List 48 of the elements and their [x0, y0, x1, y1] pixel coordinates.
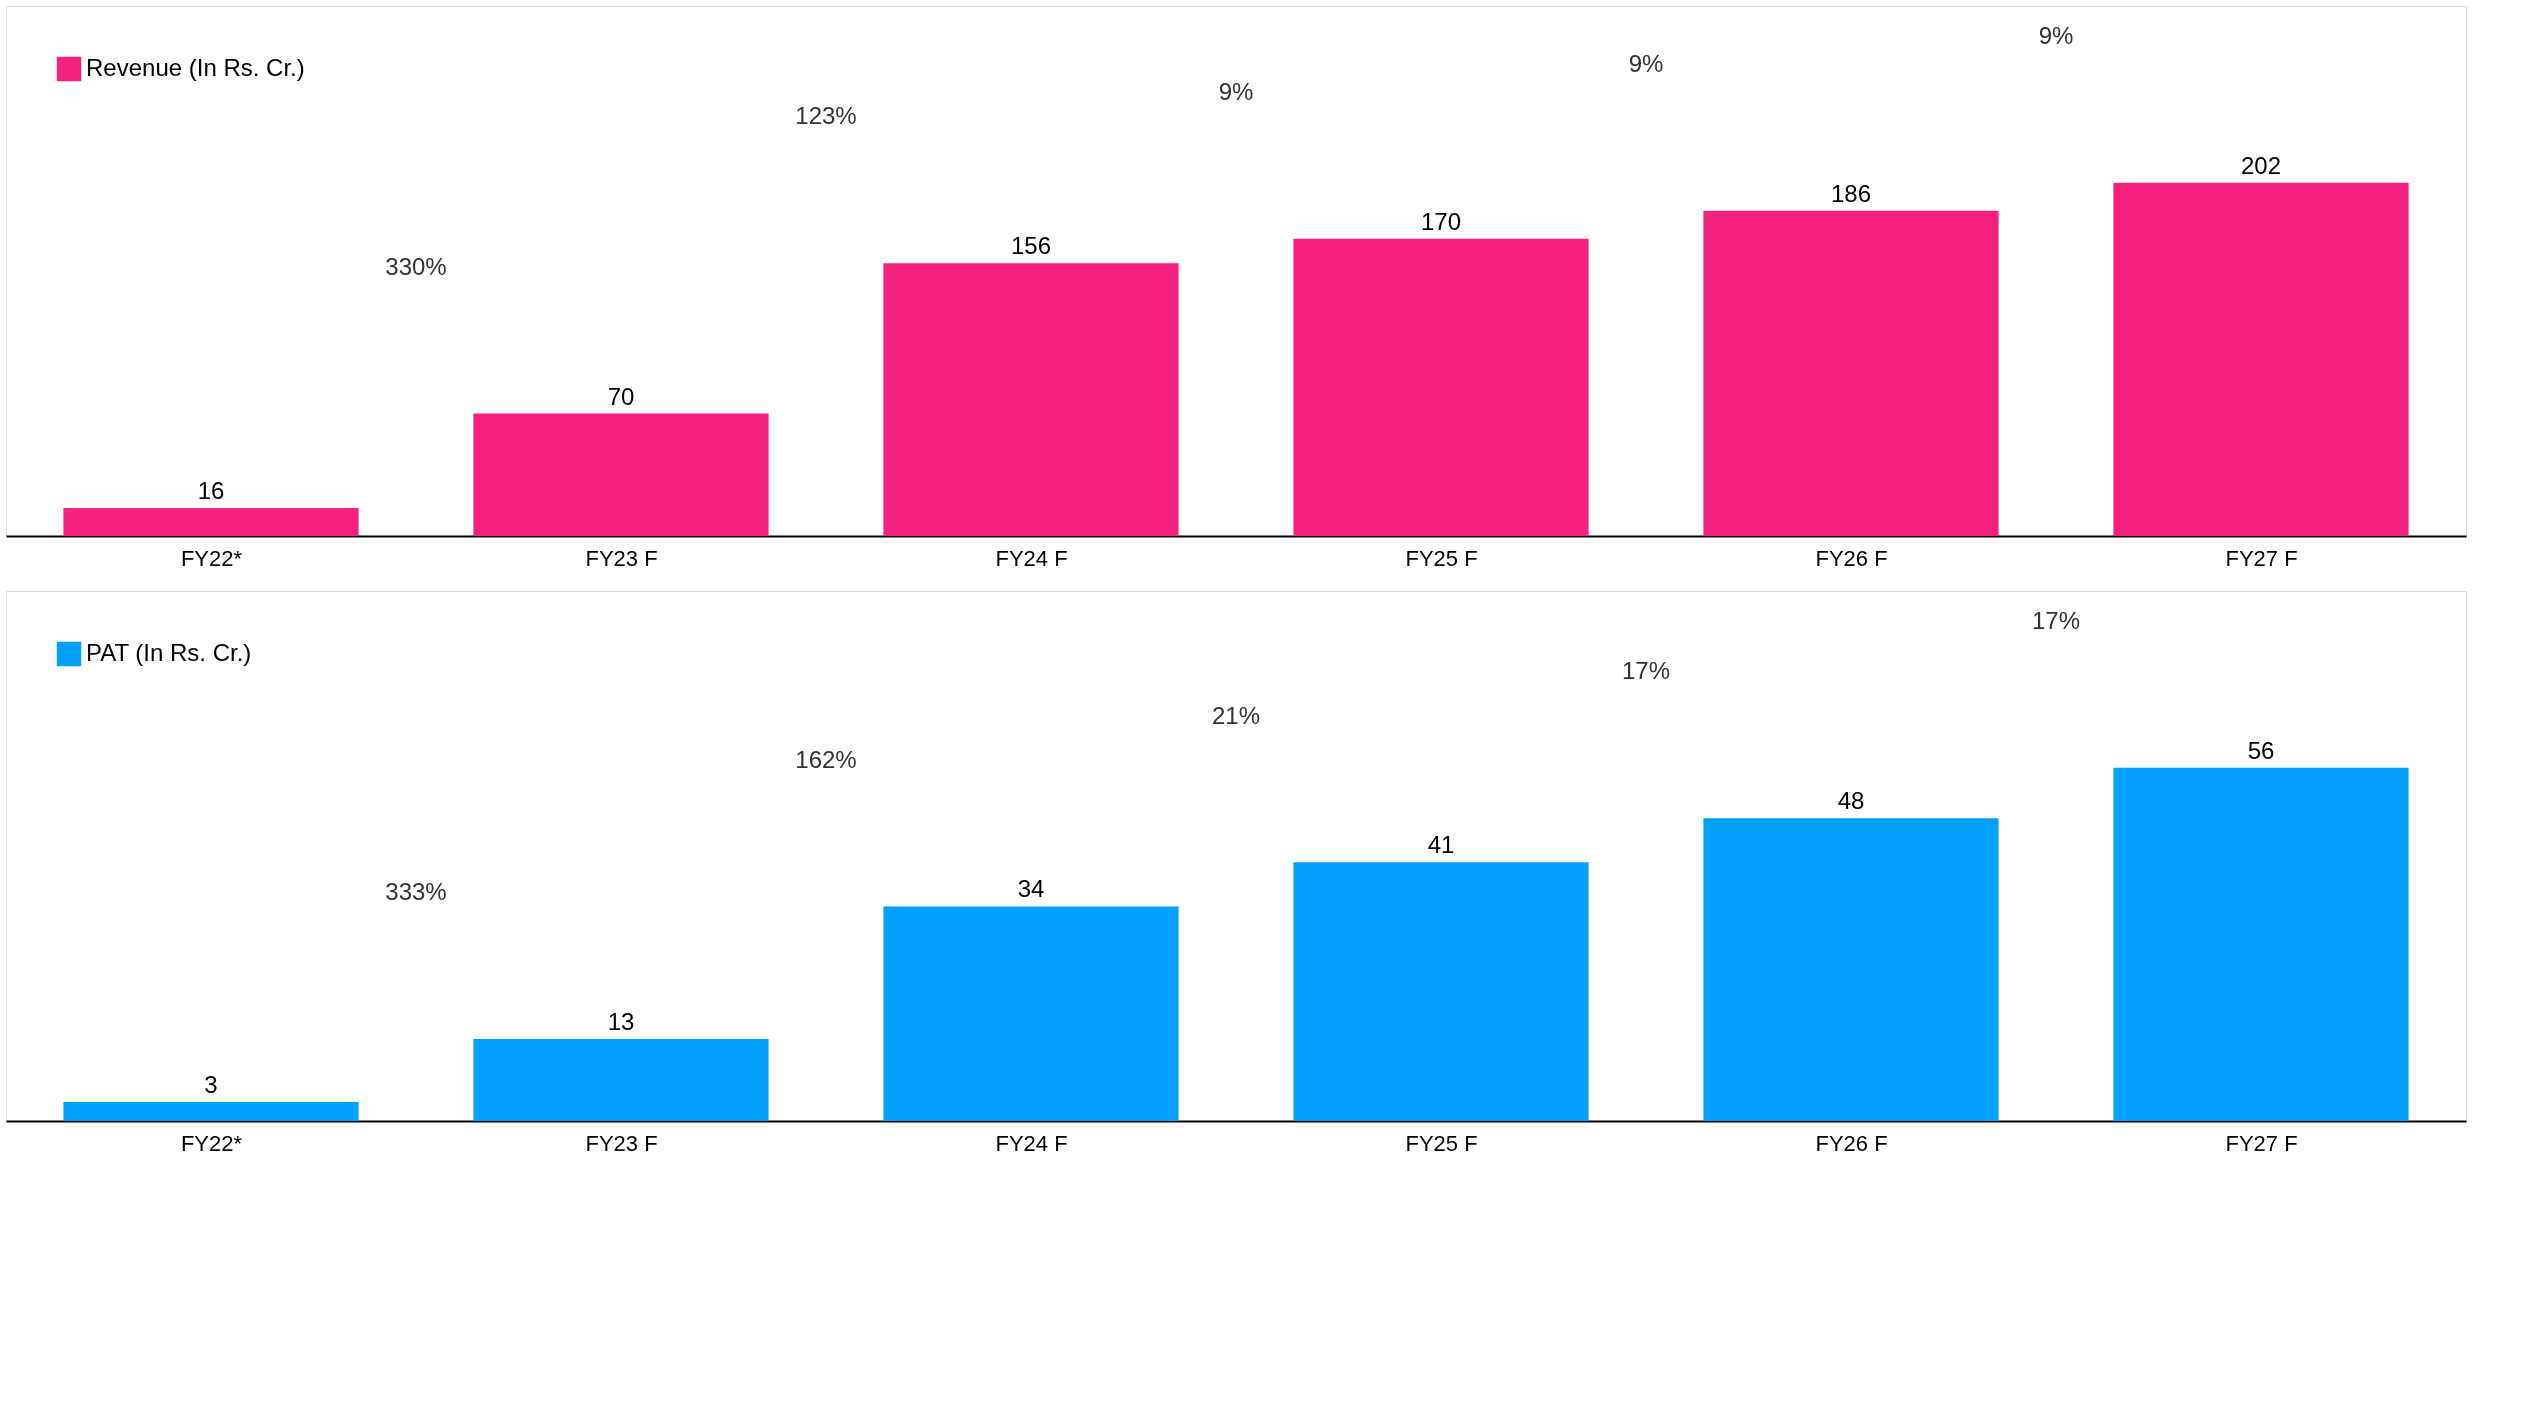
- x-tick-label: FY26 F: [1815, 545, 1888, 571]
- data-label: 3: [204, 1071, 218, 1099]
- data-label: 34: [1017, 875, 1045, 903]
- text: 17%: [2031, 607, 2081, 634]
- bar: [473, 413, 769, 536]
- x-tick-label: FY22*: [180, 1130, 243, 1156]
- annotation: 333%: [385, 878, 447, 906]
- bar: [63, 1102, 359, 1121]
- text: 9%: [2038, 22, 2074, 49]
- x-tick-label: FY23 F: [585, 545, 658, 571]
- data-label: 16: [197, 477, 225, 505]
- legend-label: PAT (In Rs. Cr.): [86, 639, 252, 666]
- legend-label: Revenue (In Rs. Cr.): [86, 54, 305, 81]
- x-tick-label: FY22*: [180, 545, 243, 571]
- data-label: 41: [1427, 831, 1455, 859]
- x-tick-label: FY25 F: [1405, 1130, 1478, 1156]
- bar: [1293, 862, 1589, 1121]
- bar: [63, 508, 359, 536]
- x-tick-label: FY24 F: [995, 545, 1068, 571]
- data-label: 186: [1830, 179, 1872, 207]
- x-tick-label: FY26 F: [1815, 1130, 1888, 1156]
- data-label: 156: [1010, 232, 1052, 260]
- data-label: 170: [1420, 207, 1462, 235]
- text: 17%: [1621, 657, 1671, 685]
- x-tick-label: FY27 F: [2225, 1130, 2298, 1156]
- data-label: 202: [2240, 151, 2282, 179]
- bar: [473, 1038, 769, 1121]
- data-label: 13: [607, 1007, 635, 1035]
- bar: [883, 263, 1179, 536]
- text: 21%: [1211, 701, 1261, 729]
- annotation: 330%: [385, 252, 447, 280]
- data-label: 48: [1837, 787, 1865, 815]
- x-tick-label: FY24 F: [995, 1130, 1068, 1156]
- bar: [2113, 767, 2409, 1121]
- data-label: 56: [2247, 736, 2275, 764]
- bar: [1293, 238, 1589, 536]
- data-label: 70: [607, 382, 635, 410]
- bar: [883, 906, 1179, 1121]
- x-tick-label: FY25 F: [1405, 545, 1478, 571]
- bar: [1703, 818, 1999, 1121]
- text: 9%: [1218, 77, 1254, 105]
- bar: [1703, 210, 1999, 536]
- x-tick-label: FY27 F: [2225, 545, 2298, 571]
- bar: [2113, 182, 2409, 536]
- text: 9%: [1628, 49, 1664, 77]
- text: 123%: [795, 102, 857, 130]
- annotation: 162%: [795, 745, 857, 773]
- x-tick-label: FY23 F: [585, 1130, 658, 1156]
